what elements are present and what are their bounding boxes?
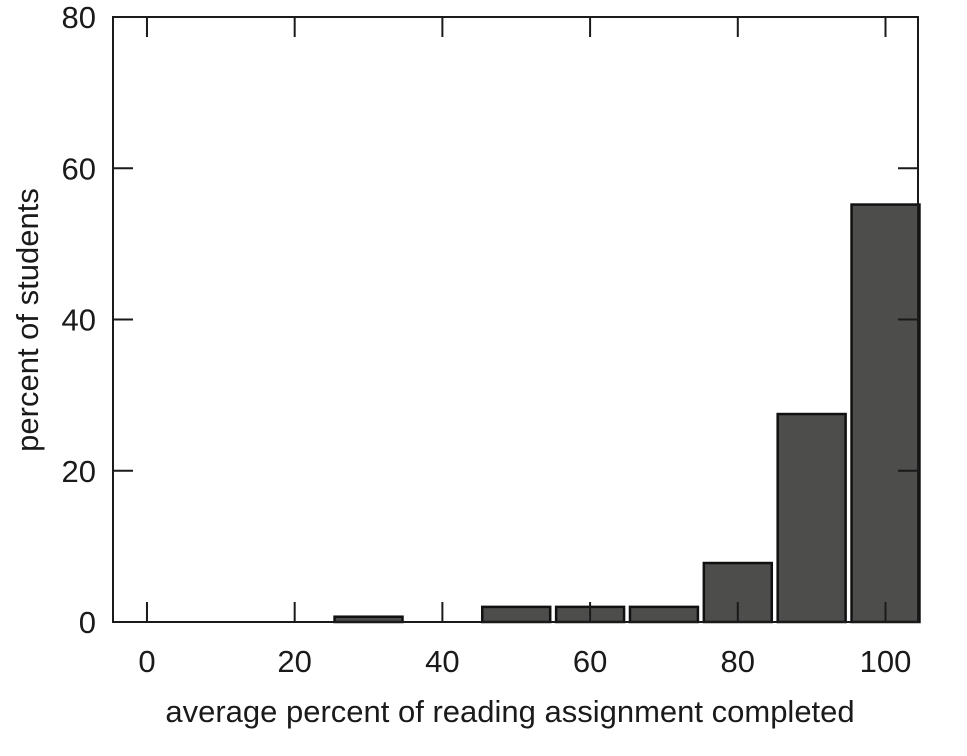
bars-group [333, 203, 921, 624]
x-tick-label-100: 100 [860, 644, 912, 679]
y-tick-label-60: 60 [62, 151, 96, 186]
ticks-group: 0 20 40 60 80 100 0 20 40 60 80 [62, 0, 918, 679]
bar-100 [850, 203, 921, 624]
plot-frame [112, 16, 919, 623]
x-tick-label-0: 0 [138, 644, 155, 679]
x-tick-label-40: 40 [425, 644, 459, 679]
y-axis-label: percent of students [10, 188, 45, 452]
y-tick-label-40: 40 [62, 303, 96, 338]
y-tick-label-0: 0 [79, 605, 96, 640]
x-axis-label: average percent of reading assignment co… [165, 694, 854, 729]
x-tick-label-20: 20 [277, 644, 311, 679]
bar-90 [776, 412, 847, 624]
x-tick-label-60: 60 [573, 644, 607, 679]
bar-50 [481, 605, 552, 624]
x-tick-label-80: 80 [721, 644, 755, 679]
bar-70 [628, 605, 700, 624]
y-tick-label-20: 20 [62, 454, 96, 489]
y-tick-label-80: 80 [62, 0, 96, 35]
